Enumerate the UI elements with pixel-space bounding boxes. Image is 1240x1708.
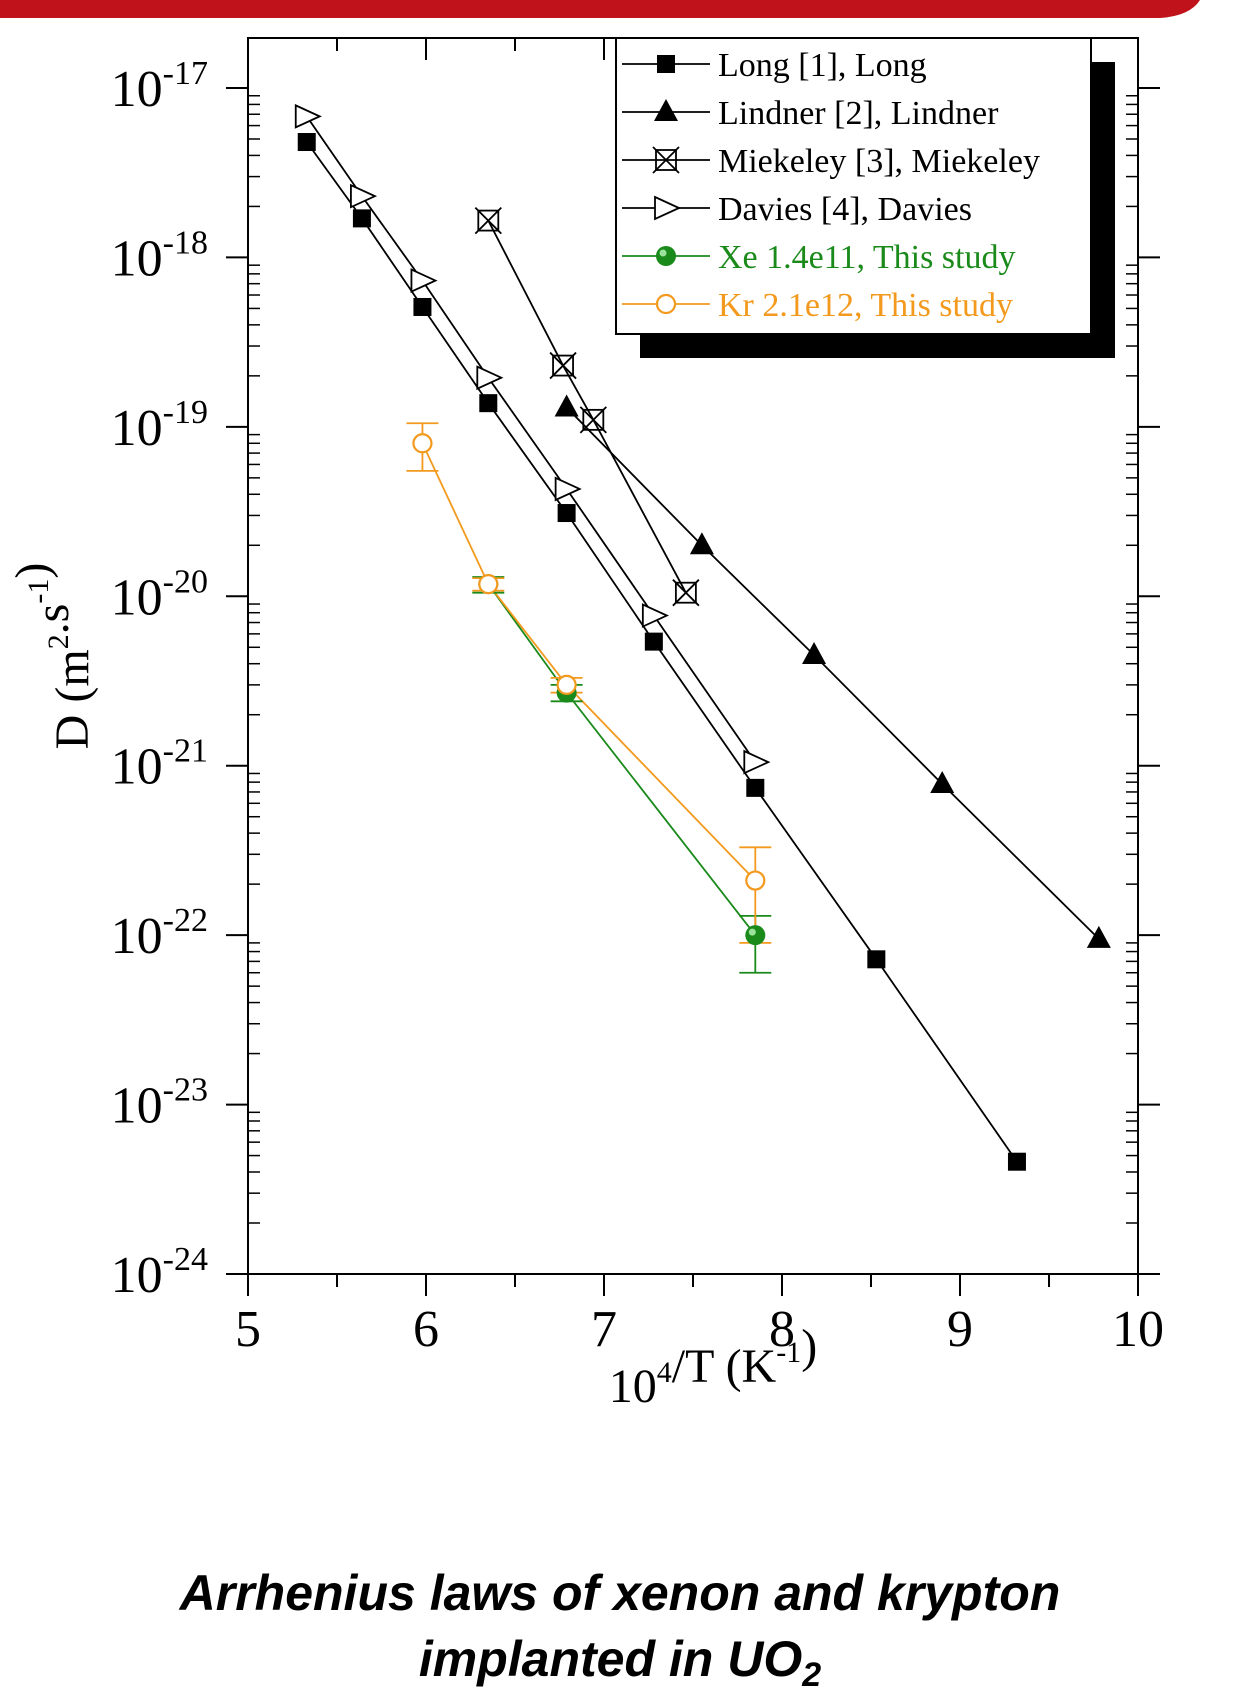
marker-filled-triangle	[1086, 925, 1111, 948]
legend-marker-open-circle	[655, 293, 677, 315]
marker-filled-square	[557, 504, 576, 523]
legend-entry: Lindner [2], Lindner	[622, 95, 999, 132]
caption-line-2-text: implanted in UO	[418, 1631, 803, 1687]
marker-open-circle	[745, 870, 766, 891]
marker-filled-square	[352, 209, 371, 228]
marker-open-circle	[556, 674, 577, 695]
marker-crossed-box	[579, 406, 607, 434]
legend-marker-crossed-box	[652, 146, 680, 174]
y-tick-label: 10-17	[111, 55, 208, 118]
marker-crossed-box	[474, 206, 502, 235]
marker-filled-square	[297, 133, 316, 152]
y-tick-label: 10-20	[111, 563, 208, 626]
legend-entry: Kr 2.1e12, This study	[622, 287, 1013, 324]
axis-labels: 5 6 7 8 9 10 10-24 10-23 10-22 10-21 10-20 10-19 10-…	[6, 55, 1164, 1413]
x-tick-label: 8	[769, 1301, 795, 1358]
x-tick-label: 9	[947, 1301, 973, 1358]
marker-open-triangle-right	[350, 183, 378, 209]
legend-label: Xe 1.4e11, This study	[718, 239, 1015, 276]
y-tick-label: 10-24	[111, 1241, 208, 1304]
x-tick-label: 7	[591, 1301, 617, 1358]
marker-filled-triangle	[554, 394, 579, 417]
x-tick-label: 6	[413, 1301, 439, 1358]
series-line-5	[421, 442, 756, 882]
marker-filled-square	[479, 394, 498, 413]
legend-box	[615, 37, 1092, 335]
legend: Long [1], Long Lindner [2], Lindner Miekel…	[615, 37, 1115, 358]
caption-line-2-subscript: 2	[802, 1656, 822, 1694]
marker-open-triangle-right	[476, 365, 504, 391]
marker-filled-square	[867, 950, 886, 969]
marker-open-triangle-right	[410, 268, 438, 293]
legend-entry: Davies [4], Davies	[622, 191, 972, 228]
marker-filled-triangle	[689, 532, 714, 555]
marker-open-triangle-right	[554, 476, 582, 502]
legend-label: Miekeley [3], Miekeley	[718, 143, 1040, 180]
legend-label: Long [1], Long	[718, 47, 927, 84]
y-tick-label: 10-22	[111, 902, 208, 965]
legend-label: Kr 2.1e12, This study	[718, 287, 1013, 324]
data-markers	[294, 103, 1111, 1171]
y-tick-label: 10-19	[111, 394, 208, 457]
series-line-2	[487, 220, 687, 594]
legend-marker-open-triangle-right	[654, 195, 682, 221]
marker-open-circle	[478, 574, 499, 595]
legend-entry: Miekeley [3], Miekeley	[622, 143, 1040, 180]
marker-crossed-box	[549, 351, 577, 380]
legend-marker-filled-square	[657, 55, 675, 73]
marker-open-circle	[412, 433, 433, 454]
marker-filled-square	[644, 632, 663, 651]
marker-filled-square	[746, 778, 765, 797]
y-tick-label: 10-18	[111, 224, 208, 287]
marker-filled-circle	[745, 925, 766, 946]
error-bars	[406, 422, 772, 974]
legend-entry: Xe 1.4e11, This study	[622, 239, 1015, 276]
legend-label: Lindner [2], Lindner	[718, 95, 999, 132]
marker-crossed-box	[672, 579, 700, 607]
marker-open-triangle-right	[641, 603, 670, 628]
marker-open-triangle-right	[743, 749, 771, 775]
legend-marker-filled-triangle	[654, 99, 678, 121]
marker-filled-square	[1007, 1152, 1026, 1171]
arrhenius-chart: Long [1], Long Lindner [2], Lindner Miekel…	[6, 37, 1164, 1413]
series-line-1	[565, 406, 1100, 940]
legend-entry: Long [1], Long	[622, 47, 927, 84]
marker-open-triangle-right	[294, 103, 322, 129]
figure-caption: Arrhenius laws of xenon and krypton impl…	[0, 1560, 1240, 1708]
caption-line-1: Arrhenius laws of xenon and krypton	[179, 1565, 1061, 1621]
marker-filled-square	[413, 297, 432, 316]
caption-line-2: implanted in UO2	[0, 1626, 1240, 1708]
y-tick-label: 10-21	[111, 733, 208, 796]
marker-filled-triangle	[930, 770, 955, 793]
x-tick-label: 5	[235, 1301, 261, 1358]
top-banner	[0, 0, 1240, 18]
legend-label: Davies [4], Davies	[718, 191, 972, 228]
legend-marker-filled-circle	[656, 246, 676, 266]
x-axis-title: 104/T (K-1)	[609, 1320, 817, 1413]
y-axis-title: D (m2.s-1)	[6, 563, 99, 750]
y-tick-label: 10-23	[111, 1072, 208, 1135]
x-tick-label: 10	[1112, 1301, 1164, 1358]
marker-filled-triangle	[802, 642, 827, 665]
